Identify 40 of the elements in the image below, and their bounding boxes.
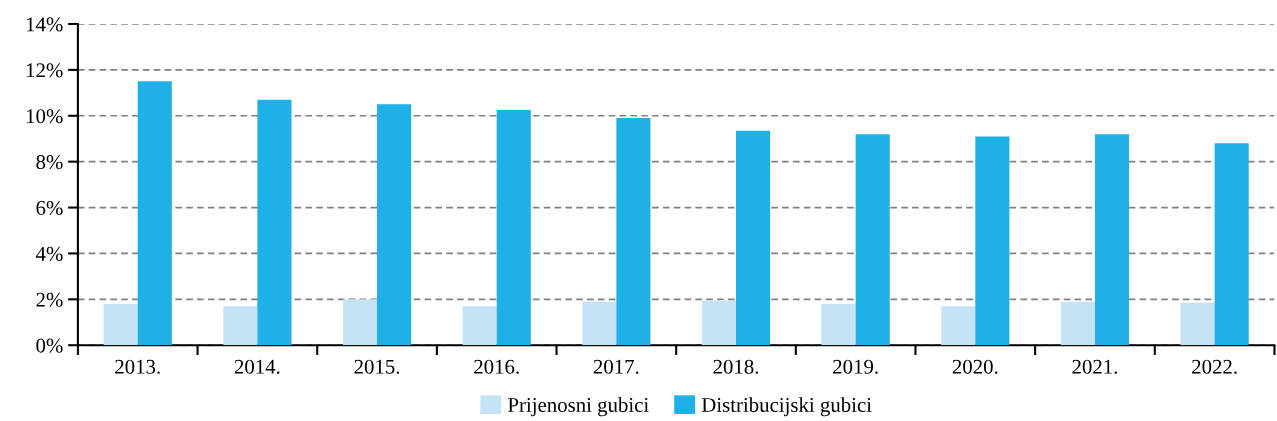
bar: [582, 301, 617, 346]
y-tick-label: 10%: [26, 109, 63, 124]
bar: [736, 130, 771, 346]
bar: [616, 118, 651, 346]
y-tick-label: 12%: [26, 63, 63, 78]
bar: [1214, 143, 1249, 346]
x-tick-label: 2018.: [713, 359, 759, 374]
bar: [855, 134, 890, 346]
y-tick-label: 4%: [35, 246, 63, 261]
bar: [975, 136, 1010, 346]
bar: [496, 110, 531, 346]
bar: [257, 99, 292, 346]
legend-label: Prijenosni gubici: [508, 397, 649, 417]
y-tick-label: 2%: [36, 292, 63, 307]
bar: [821, 303, 856, 346]
bar: [1094, 134, 1130, 346]
bar: [1180, 302, 1215, 346]
x-tick-label: 2019.: [833, 359, 878, 374]
x-tick-label: 2021.: [1072, 359, 1118, 374]
bar: [103, 303, 138, 346]
y-tick-label: 14%: [26, 17, 63, 32]
bar: [377, 104, 412, 346]
y-tick-label: 6%: [36, 200, 63, 216]
bar: [137, 81, 172, 346]
bar: [701, 300, 736, 346]
bar: [342, 299, 378, 346]
x-tick-label: 2013.: [115, 359, 160, 374]
bar: [223, 306, 258, 346]
x-tick-label: 2014.: [234, 359, 280, 374]
x-tick-label: 2022.: [1192, 359, 1237, 374]
legend-label: Distribucijski gubici: [701, 397, 872, 417]
y-tick-label: 8%: [36, 155, 63, 170]
x-tick-label: 2020.: [952, 359, 998, 374]
x-tick-label: 2015.: [354, 359, 400, 374]
x-tick-label: 2016.: [474, 359, 519, 374]
x-tick-label: 2017.: [593, 359, 639, 374]
bar: [1060, 301, 1095, 346]
y-tick-label: 0%: [36, 338, 63, 353]
bar: [462, 306, 497, 346]
bar: [941, 306, 976, 346]
